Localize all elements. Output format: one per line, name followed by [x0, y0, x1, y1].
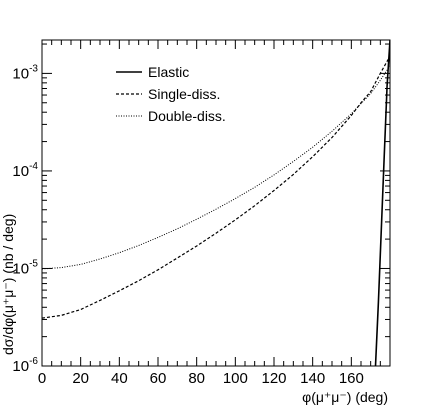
- x-tick-label: 60: [150, 370, 167, 387]
- y-tick-label: 10-6: [12, 356, 38, 375]
- x-tick-label: 0: [38, 370, 46, 387]
- x-tick-label: 120: [261, 370, 286, 387]
- series-line-double-diss: [42, 65, 390, 270]
- legend-label-double-diss: Double-diss.: [148, 108, 226, 124]
- x-tick-label: 100: [223, 370, 248, 387]
- y-tick-labels: 10-6 10-5 10-4 10-3: [12, 63, 38, 375]
- y-tick-label: 10-4: [12, 161, 38, 180]
- y-tick-label: 10-3: [12, 63, 38, 82]
- x-tick-label: 40: [111, 370, 128, 387]
- x-tick-label: 160: [339, 370, 364, 387]
- axis-ticks: [41, 40, 391, 367]
- x-tick-labels: 0 20 40 60 80 100 120 140 160: [38, 370, 364, 387]
- legend-label-single-diss: Single-diss.: [148, 86, 220, 102]
- legend-label-elastic: Elastic: [148, 64, 189, 80]
- x-tick-label: 140: [300, 370, 325, 387]
- x-axis-title: φ(μ⁺μ⁻) (deg): [302, 389, 388, 405]
- x-tick-label: 80: [188, 370, 205, 387]
- legend: Elastic Single-diss. Double-diss.: [116, 64, 226, 124]
- y-tick-label: 10-5: [12, 258, 38, 277]
- y-axis-title: dσ/dφ(μ⁺μ⁻) (nb / deg): [0, 214, 16, 355]
- x-tick-label: 20: [72, 370, 89, 387]
